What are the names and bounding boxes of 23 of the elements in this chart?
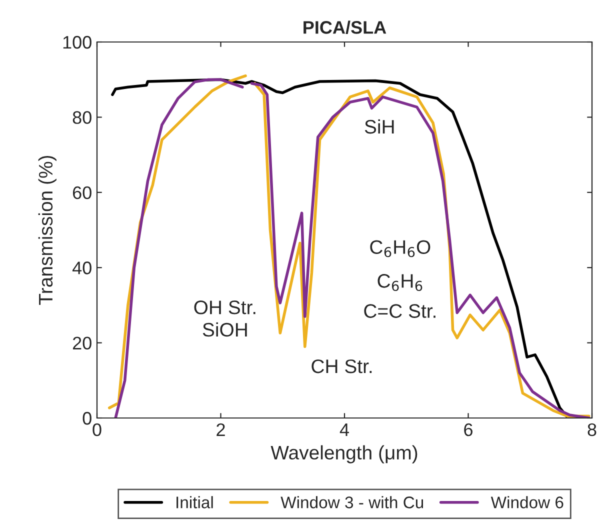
y-tick-label: 60 [72,186,92,200]
annotation: C$_{6}$H$_{6}$O [370,240,430,258]
y-tick-label: 100 [63,36,92,49]
legend-label: Window 3 - with Cu [280,496,424,508]
chart-title: PICA/SLA [304,20,386,34]
y-tick-label: 20 [72,336,92,350]
x-tick-label: 2 [216,423,225,436]
annotation: CH Str. [312,359,372,374]
y-tick-label: 0 [82,412,92,425]
x-tick-label: 4 [340,424,349,436]
annotation: SiH [364,119,394,134]
x-tick-label: 0 [92,423,102,436]
legend-label: Window 6 [490,496,564,508]
annotation: C=C Str. [364,304,436,318]
y-tick-label: 40 [72,262,92,274]
y-tick-label: 80 [72,111,92,124]
annotation: C$_{6}$H$_{6}$ [378,274,422,292]
annotation: OH Str. SiOH [194,300,256,337]
x-axis-title: Wavelength (μm) [270,445,418,464]
x-tick-label: 8 [588,423,596,436]
x-tick-label: 6 [464,423,472,436]
legend-label: Initial [176,496,213,508]
y-axis-title: Transmission (%) [38,156,56,305]
